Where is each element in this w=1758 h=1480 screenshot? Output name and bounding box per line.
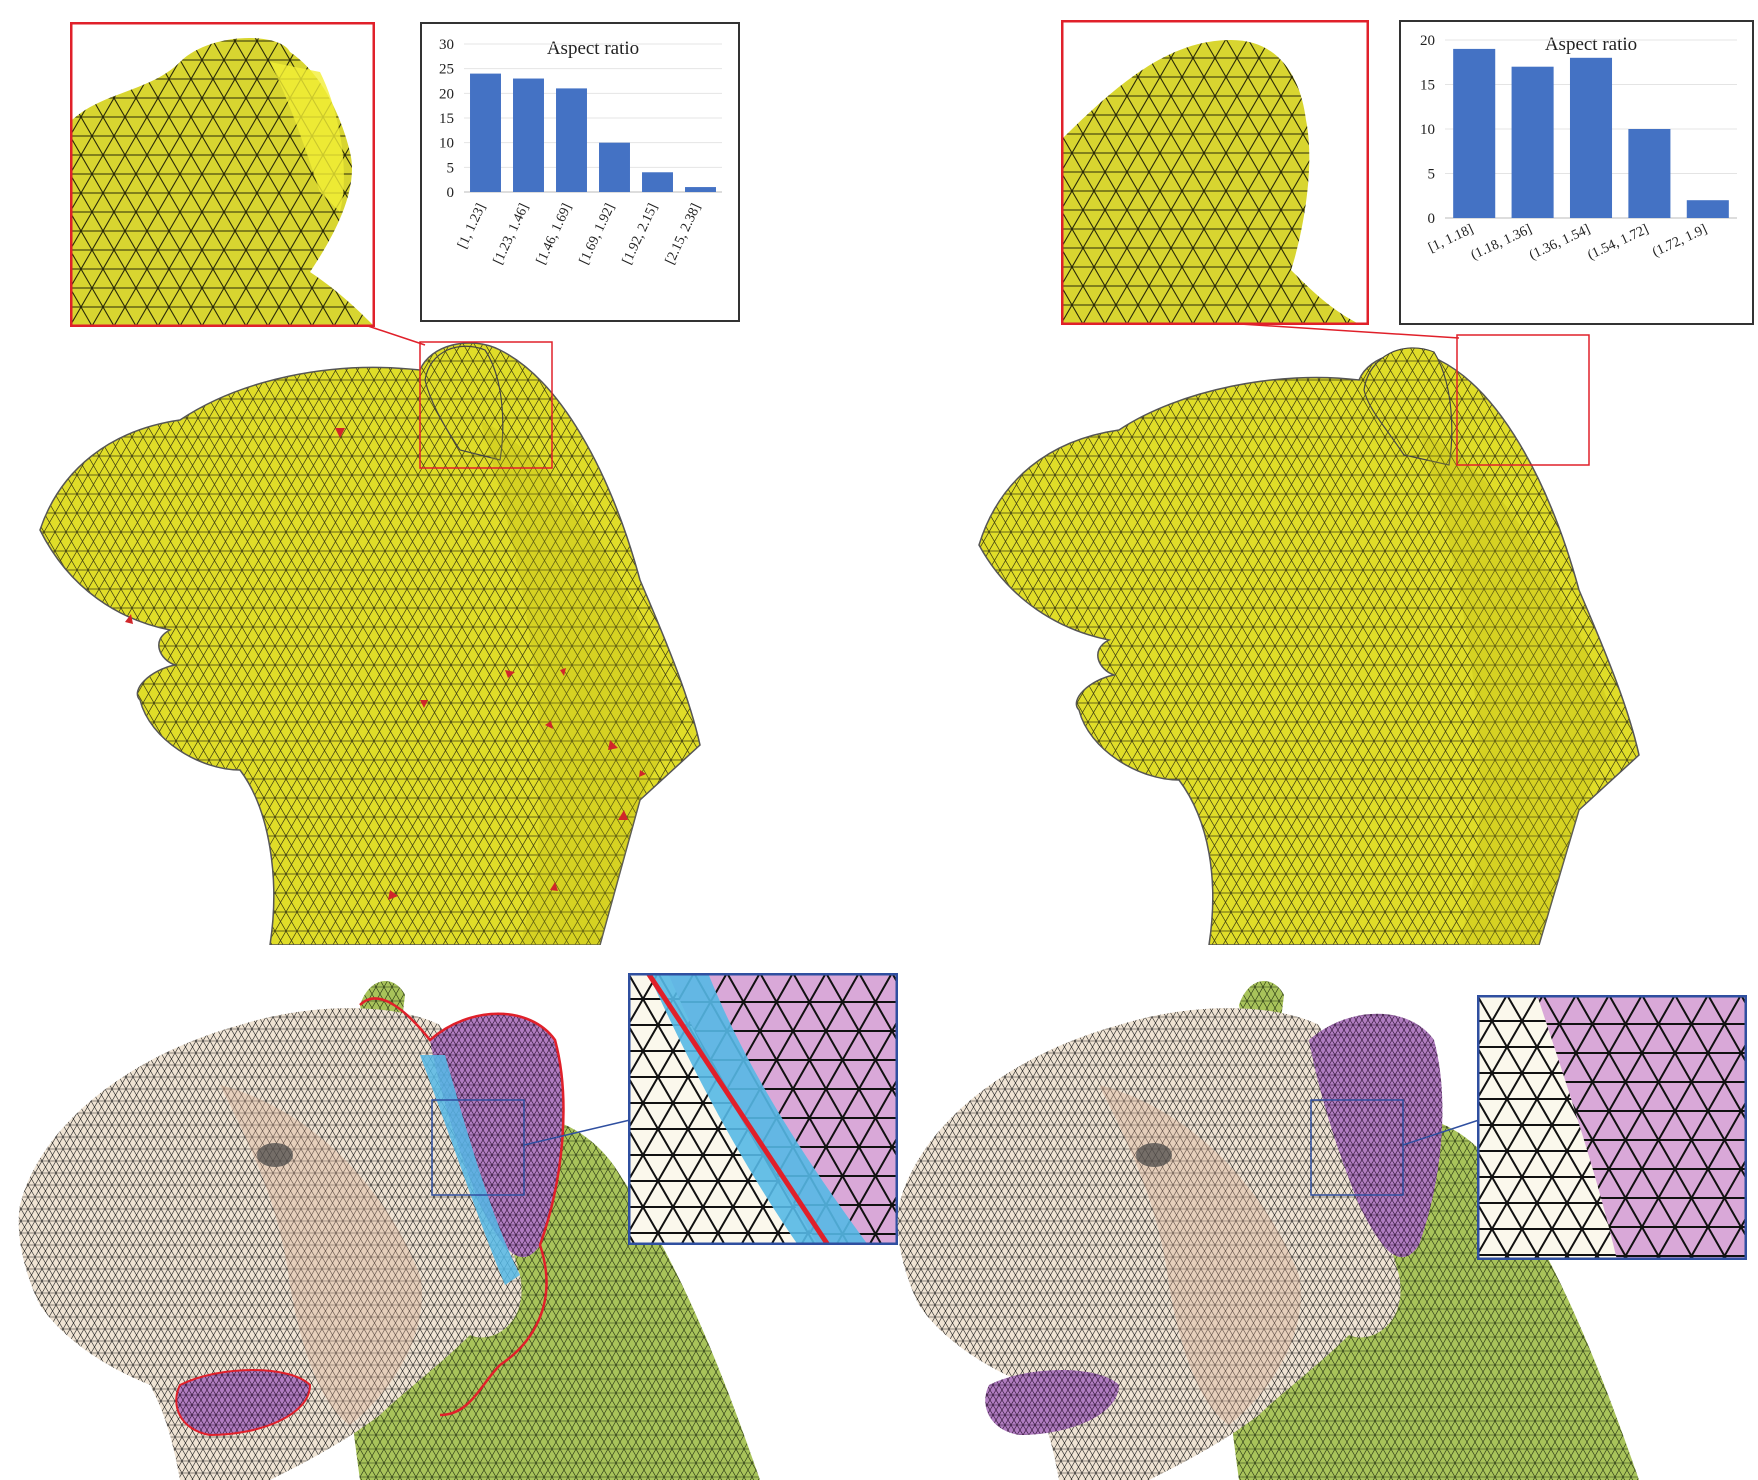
- bar: [599, 142, 630, 192]
- x-category-label: (1.18, 1.36]: [1469, 222, 1535, 263]
- lion-head-mesh: [978, 352, 1640, 945]
- zoom-inset-left: [70, 22, 375, 327]
- lion-mesh-render-left: [39, 324, 701, 945]
- y-tick-label: 5: [447, 160, 455, 176]
- blue-strip-segment: [420, 1055, 520, 1285]
- aspect-ratio-chart-left: Aspect ratio 0 5 10 15 20 25 30 [1, 1.23] [1.23, …: [420, 22, 740, 322]
- bar: [1511, 66, 1554, 218]
- dog-segmentation-render-left: [18, 981, 760, 1480]
- bar: [556, 88, 587, 192]
- bar: [685, 187, 716, 192]
- x-category-label: (1.72, 1.9]: [1650, 222, 1709, 260]
- y-tick-label: 0: [1428, 211, 1436, 227]
- chart-title: Aspect ratio: [547, 38, 639, 59]
- lion-ear-mesh: [424, 345, 504, 461]
- bar: [470, 73, 501, 192]
- y-tick-label: 10: [1420, 122, 1435, 138]
- zoom-region-box: [419, 341, 553, 469]
- bar: [1686, 200, 1729, 218]
- y-tick-label: 20: [1420, 33, 1435, 49]
- panel-top-left: Aspect ratio 0 5 10 15 20 25 30 [1, 1.23] [1.23, …: [0, 0, 879, 945]
- lion-mesh-render-right: [978, 321, 1640, 945]
- eye: [257, 1143, 293, 1167]
- zoom-inset-right: [1061, 20, 1369, 325]
- chart-title: Aspect ratio: [1545, 34, 1637, 55]
- y-tick-label: 15: [439, 111, 454, 127]
- head-segment: [897, 1008, 1401, 1480]
- x-category-label: [1.23, 1.46]: [491, 201, 532, 267]
- panel-bottom-left: [0, 945, 898, 1480]
- segment-boundary: [359, 997, 565, 1417]
- jaw-segment: [176, 1370, 310, 1435]
- eye: [1136, 1143, 1172, 1167]
- panel-top-right: Aspect ratio 0 5 10 15 20 [1, 1.18] (1.18, 1.36…: [879, 0, 1758, 945]
- dog-segmentation-render-right: [897, 981, 1639, 1480]
- defect-markers: [125, 428, 646, 900]
- bar: [1628, 129, 1671, 218]
- y-tick-label: 5: [1428, 167, 1436, 183]
- x-category-label: [1.92, 2.15]: [620, 201, 661, 267]
- y-tick-label: 0: [447, 185, 455, 201]
- y-tick-label: 30: [439, 37, 454, 53]
- zoom-region-box: [1310, 1099, 1404, 1196]
- bar: [642, 172, 673, 192]
- x-category-label: [2.15, 2.38]: [663, 201, 704, 267]
- lion-ear-mesh: [1363, 347, 1453, 466]
- x-category-label: [1.46, 1.69]: [534, 201, 575, 267]
- lion-head-mesh: [39, 342, 701, 945]
- zoom-region-box: [1456, 334, 1590, 466]
- ear-segment: [1309, 1013, 1443, 1258]
- zoom-boundary-line: [645, 973, 831, 1245]
- y-tick-label: 15: [1420, 78, 1435, 94]
- x-category-label: (1.36, 1.54]: [1527, 222, 1593, 263]
- ear-segment: [430, 1013, 564, 1258]
- x-category-label: [1, 1.23]: [455, 201, 489, 251]
- zoom-region-box: [431, 1099, 525, 1196]
- y-tick-label: 10: [439, 136, 454, 152]
- bar: [1453, 48, 1496, 219]
- x-category-label: (1.54, 1.72]: [1586, 222, 1652, 263]
- jaw-segment: [985, 1370, 1119, 1435]
- bar: [1569, 57, 1613, 218]
- zoom-inset-bottom-left: [628, 973, 898, 1245]
- y-tick-label: 20: [439, 86, 454, 102]
- zoom-inset-bottom-right: [1477, 995, 1747, 1260]
- aspect-ratio-chart-right: Aspect ratio 0 5 10 15 20 [1, 1.18] (1.18, 1.36…: [1399, 20, 1754, 325]
- bar: [513, 78, 544, 192]
- panel-bottom-right: [879, 945, 1758, 1480]
- x-category-label: [1.69, 1.92]: [577, 201, 618, 267]
- y-tick-label: 25: [439, 62, 454, 78]
- head-segment: [18, 1008, 522, 1480]
